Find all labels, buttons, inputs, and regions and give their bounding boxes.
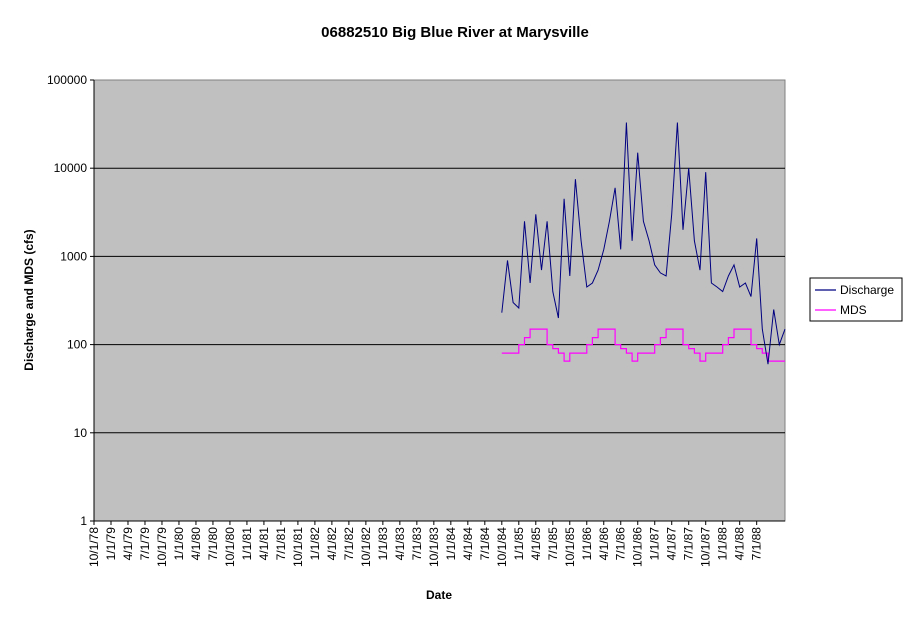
x-axis-title: Date (426, 588, 452, 602)
series-layer (501, 122, 786, 365)
y-tick-label: 100 (67, 338, 87, 352)
y-axis-ticks: 1 10 100 1000 10000 100000 (47, 73, 94, 528)
x-tick-label: 4/1/85 (529, 527, 543, 561)
gridlines (94, 167, 785, 434)
x-tick-label: 10/1/84 (495, 527, 509, 567)
x-tick-label: 4/1/80 (189, 527, 203, 561)
x-tick-label: 7/1/84 (478, 527, 492, 561)
x-tick-label: 10/1/83 (427, 527, 441, 567)
x-tick-label: 1/1/85 (512, 527, 526, 561)
x-tick-label: 10/1/86 (631, 527, 645, 567)
legend: Discharge MDS (809, 277, 903, 322)
series-line-discharge (501, 122, 786, 365)
y-tick-label: 1000 (60, 249, 87, 263)
legend-box (809, 277, 903, 322)
x-tick-label: 7/1/81 (274, 527, 288, 561)
x-tick-label: 7/1/83 (410, 527, 424, 561)
x-tick-label: 4/1/81 (257, 527, 271, 561)
y-tick-label: 10 (74, 426, 88, 440)
x-tick-label: 1/1/80 (172, 527, 186, 561)
x-tick-label: 1/1/87 (648, 527, 662, 561)
x-tick-label: 4/1/88 (733, 527, 747, 561)
x-tick-label: 7/1/80 (206, 527, 220, 561)
x-tick-label: 10/1/80 (223, 527, 237, 567)
x-tick-label: 10/1/85 (563, 527, 577, 567)
x-tick-label: 1/1/88 (716, 527, 730, 561)
x-axis-ticks: 10/1/78 1/1/79 4/1/79 7/1/79 10/1/79 1/1/80 4/… (87, 521, 764, 567)
x-tick-label: 1/1/83 (376, 527, 390, 561)
x-tick-label: 1/1/84 (444, 527, 458, 561)
legend-label-discharge: Discharge (840, 283, 894, 297)
x-tick-label: 1/1/86 (580, 527, 594, 561)
x-tick-label: 1/1/79 (104, 527, 118, 561)
x-tick-label: 4/1/83 (393, 527, 407, 561)
x-tick-label: 7/1/85 (546, 527, 560, 561)
x-tick-label: 10/1/79 (155, 527, 169, 567)
series-line-mds (501, 328, 785, 362)
x-tick-label: 7/1/88 (750, 527, 764, 561)
x-tick-label: 10/1/87 (699, 527, 713, 567)
x-tick-label: 1/1/81 (240, 527, 254, 561)
x-tick-label: 7/1/87 (682, 527, 696, 561)
x-tick-label: 4/1/87 (665, 527, 679, 561)
x-tick-label: 7/1/79 (138, 527, 152, 561)
chart-title: 06882510 Big Blue River at Marysville (321, 24, 589, 41)
x-tick-label: 4/1/86 (597, 527, 611, 561)
x-tick-label: 1/1/82 (308, 527, 322, 561)
y-tick-label: 1 (80, 514, 87, 528)
x-tick-label: 4/1/84 (461, 527, 475, 561)
x-tick-label: 7/1/82 (342, 527, 356, 561)
plot-area (93, 79, 786, 522)
legend-label-mds: MDS (840, 303, 867, 317)
y-axis-title: Discharge and MDS (cfs) (22, 229, 36, 370)
y-tick-label: 100000 (47, 73, 87, 87)
x-tick-label: 4/1/82 (325, 527, 339, 561)
x-tick-label: 10/1/78 (87, 527, 101, 567)
x-tick-label: 10/1/82 (359, 527, 373, 567)
x-tick-label: 4/1/79 (121, 527, 135, 561)
y-tick-label: 10000 (54, 161, 88, 175)
x-tick-label: 10/1/81 (291, 527, 305, 567)
x-tick-label: 7/1/86 (614, 527, 628, 561)
